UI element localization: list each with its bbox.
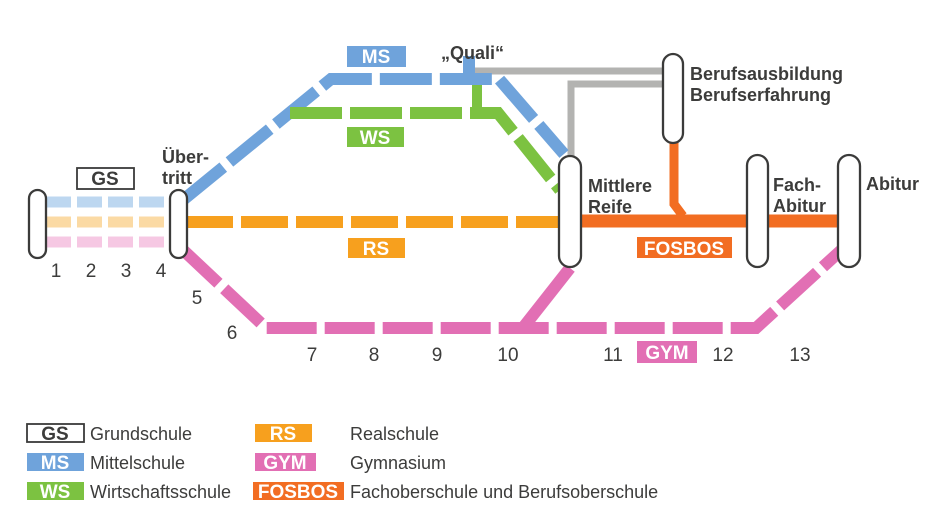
gray-line-mittlere-reife-to-beruf: [567, 80, 664, 157]
year-12: 12: [712, 345, 733, 366]
legend-ws-badge: WS: [40, 482, 71, 503]
year-2: 2: [86, 261, 97, 282]
gym-badge-label: GYM: [645, 343, 688, 364]
year-10: 10: [497, 345, 518, 366]
rs-badge-box: [348, 238, 405, 258]
legend-ms-badge-box: [27, 453, 84, 471]
legend-gs-badge: GS: [41, 424, 68, 445]
year-13: 13: [789, 345, 810, 366]
legend-gs-label: Grundschule: [90, 424, 192, 444]
uebertritt-label-line1: Über-: [162, 147, 209, 167]
legend-gym-label: Gymnasium: [350, 453, 446, 473]
legend-gs-badge-box: [26, 423, 85, 443]
mittlere-reife-label-line2: Reife: [588, 197, 632, 217]
legend-fosbos-badge-box: [253, 482, 344, 500]
gs-badge-label: GS: [91, 169, 118, 190]
quali-label: „Quali“: [441, 43, 504, 63]
legend-rs-badge: RS: [270, 424, 296, 445]
station-abitur: [836, 153, 862, 269]
uebertritt-label-line2: tritt: [162, 168, 192, 188]
ms-badge-label: MS: [362, 47, 391, 68]
gs-badge-box: [76, 167, 135, 190]
year-9: 9: [432, 345, 443, 366]
station-labels: Über- tritt „Quali“ Mittlere Reife Beruf…: [162, 43, 919, 217]
gym-line: [177, 239, 853, 334]
ws-badge-label: WS: [360, 128, 391, 149]
year-3: 3: [121, 261, 132, 282]
gym-badge-box: [637, 341, 697, 363]
legend-gym-badge: GYM: [263, 453, 306, 474]
year-8: 8: [369, 345, 380, 366]
fosbos-line-vertical: [669, 142, 687, 219]
legend-fosbos-label: Fachoberschule und Berufsoberschule: [350, 482, 658, 502]
ws-line: [290, 107, 565, 194]
legend-ws-badge-box: [27, 482, 84, 500]
year-4: 4: [156, 261, 167, 282]
stations: [27, 52, 862, 269]
station-school-start: [27, 188, 48, 260]
berufsausbildung-label-line1: Berufsausbildung: [690, 64, 843, 84]
fosbos-badge-box: [637, 237, 732, 258]
station-berufsausbildung: [661, 52, 685, 145]
year-7: 7: [307, 345, 318, 366]
legend-rs-badge-box: [255, 424, 312, 442]
legend-ws-label: Wirtschaftsschule: [90, 482, 231, 502]
station-mittlere-reife: [557, 154, 583, 269]
year-6: 6: [227, 323, 238, 344]
legend-ms-label: Mittelschule: [90, 453, 185, 473]
ms-badge-box: [347, 46, 406, 67]
transition-lines: [46, 56, 853, 334]
gym-branch-mittlere-reife: [517, 264, 575, 333]
year-markers: 1 2 3 4 5 6 7 8 9 10 11 12 13: [51, 261, 811, 366]
rs-badge-label: RS: [363, 239, 389, 260]
year-1: 1: [51, 261, 62, 282]
year-5: 5: [192, 288, 203, 309]
mittlere-reife-label-line1: Mittlere: [588, 176, 652, 196]
year-11: 11: [603, 345, 623, 366]
station-uebertritt: [168, 188, 189, 260]
fach-abitur-label-line2: Abitur: [773, 196, 826, 216]
map-badges: GS MS WS RS FOSBOS GYM: [76, 46, 732, 364]
legend-fosbos-badge: FOSBOS: [258, 482, 338, 503]
ws-badge-box: [347, 127, 404, 147]
station-fach-abitur: [745, 153, 770, 269]
ms-line: [179, 73, 569, 205]
berufsausbildung-label-line2: Berufserfahrung: [690, 85, 831, 105]
fach-abitur-label-line1: Fach-: [773, 175, 821, 195]
fosbos-badge-label: FOSBOS: [644, 239, 724, 260]
legend-rs-label: Realschule: [350, 424, 439, 444]
legend: GS Grundschule MS Mittelschule WS Wirtsc…: [26, 423, 658, 503]
legend-gym-badge-box: [255, 453, 316, 471]
legend-ms-badge: MS: [41, 453, 70, 474]
abitur-label: Abitur: [866, 174, 919, 194]
